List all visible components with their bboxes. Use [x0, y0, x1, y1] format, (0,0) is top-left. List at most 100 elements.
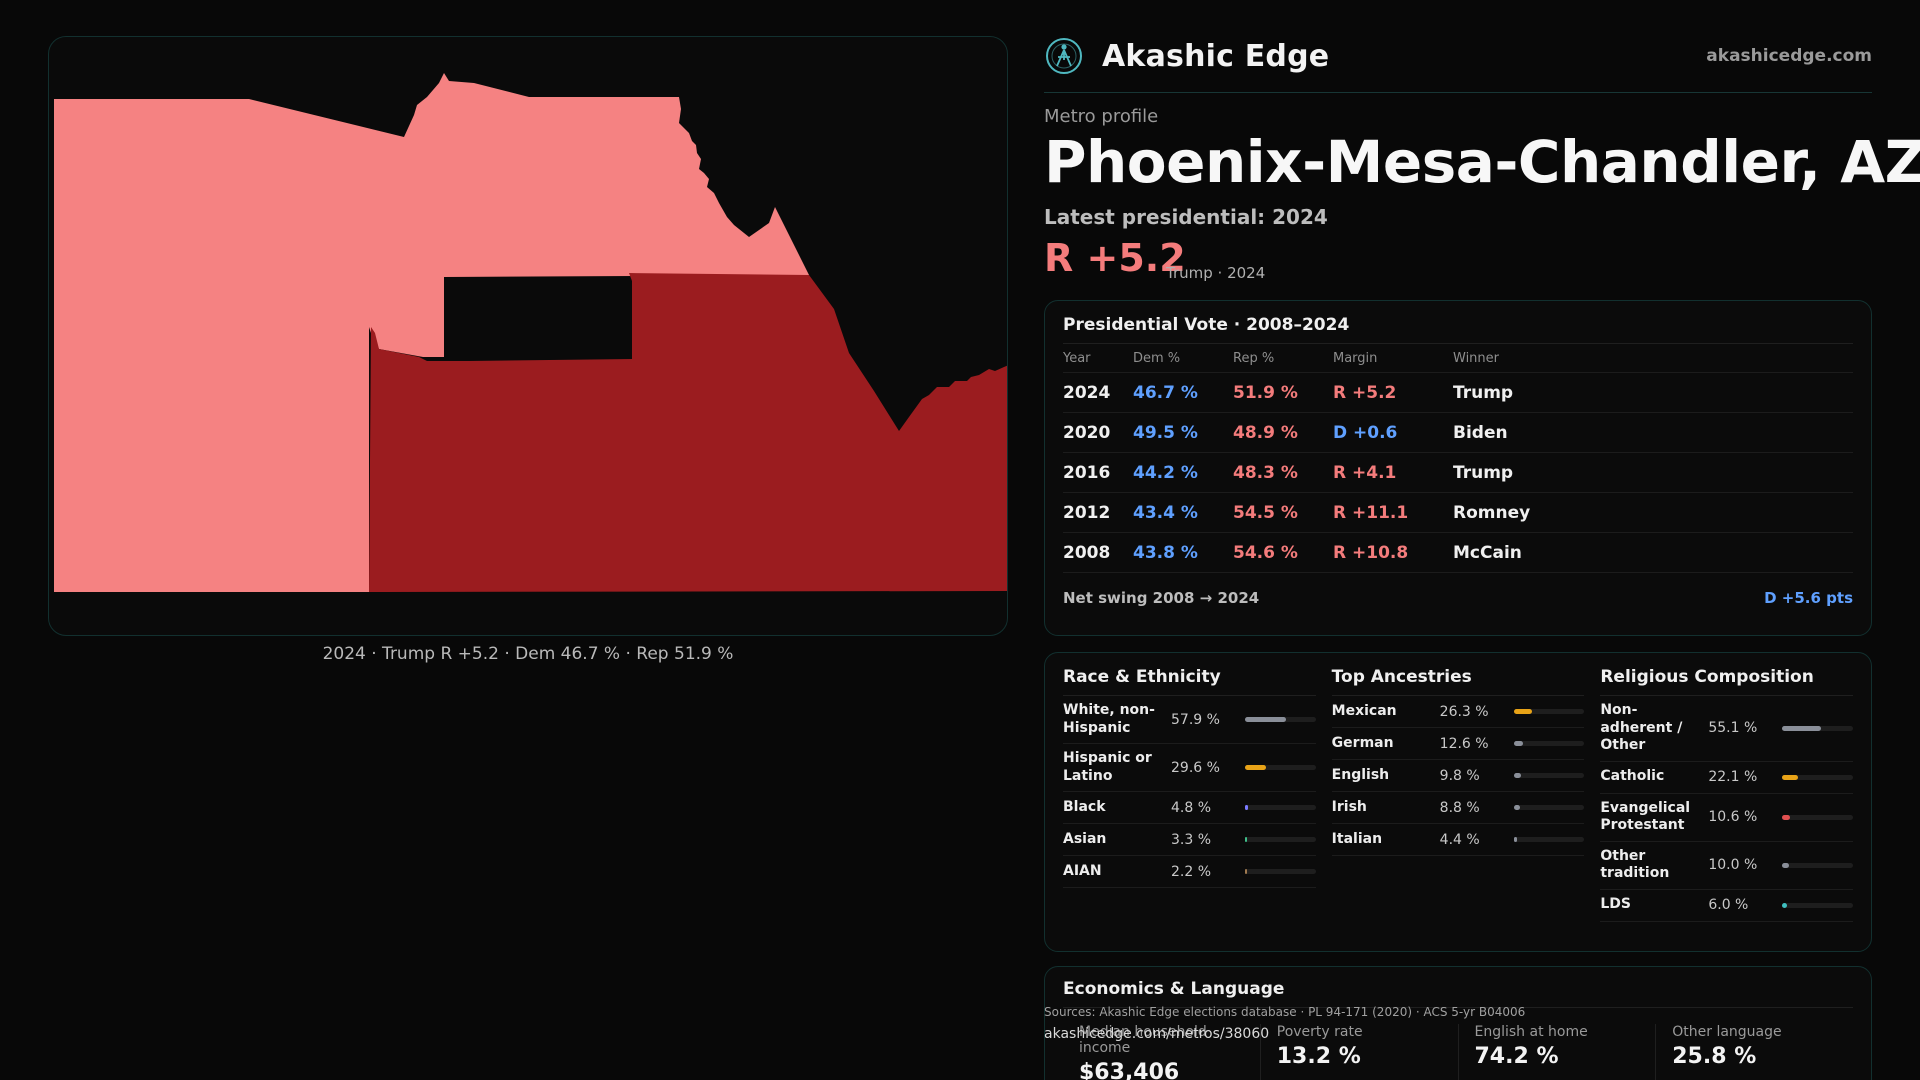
stat-poverty: Poverty rate 13.2 %	[1259, 1024, 1458, 1080]
item-bar-track	[1245, 717, 1316, 722]
item-value: 57.9 %	[1171, 711, 1220, 728]
item-bar-fill	[1245, 805, 1249, 810]
row-winner: McCain	[1453, 532, 1853, 573]
religion-list: Non-adherent / Other 55.1 % Catholic 22.1 %…	[1600, 696, 1854, 922]
item-bar-track	[1245, 805, 1316, 810]
item-bar-track	[1782, 814, 1854, 820]
table-row: 2016 44.2 % 48.3 % R +4.1 Trump	[1063, 452, 1853, 493]
religion-section: Religious Composition Non-adherent / Oth…	[1600, 667, 1854, 937]
brand[interactable]: Akashic Edge	[1044, 36, 1329, 76]
item-label: LDS	[1600, 896, 1631, 913]
demographics-card: Race & Ethnicity White, non-Hispanic 57.9…	[1044, 652, 1872, 952]
county-map[interactable]	[48, 36, 1008, 636]
list-item: Black 4.8 %	[1063, 792, 1316, 824]
row-year: 2012	[1063, 492, 1133, 533]
item-value: 6.0 %	[1708, 897, 1749, 913]
stat-value: 74.2 %	[1474, 1044, 1559, 1069]
item-bar-fill	[1782, 814, 1790, 820]
map-county-pinal[interactable]	[369, 273, 1008, 592]
item-value: 2.2 %	[1171, 863, 1212, 880]
vote-table: Year Dem % Rep % Margin Winner 2024 46.7…	[1063, 344, 1853, 573]
table-row: 2024 46.7 % 51.9 % R +5.2 Trump	[1063, 372, 1853, 413]
ancestries-section: Top Ancestries Mexican 26.3 % German 12.6 %…	[1331, 667, 1585, 937]
row-rep: 48.3 %	[1233, 452, 1333, 493]
item-label: Italian	[1331, 830, 1383, 847]
item-value: 3.3 %	[1171, 831, 1212, 848]
item-value: 29.6 %	[1171, 759, 1220, 776]
list-item: German 12.6 %	[1331, 728, 1585, 760]
item-bar-track	[1513, 773, 1585, 778]
list-item: Catholic 22.1 %	[1600, 762, 1854, 794]
item-bar-track	[1513, 709, 1585, 714]
item-label: Non-adherent / Other	[1600, 702, 1683, 753]
map-svg	[54, 73, 1008, 592]
row-year: 2008	[1063, 532, 1133, 573]
item-bar-track	[1245, 869, 1316, 874]
compass-figure-icon	[1046, 38, 1082, 74]
item-value: 26.3 %	[1439, 703, 1489, 720]
row-rep: 48.9 %	[1233, 412, 1333, 453]
row-year: 2020	[1063, 412, 1133, 453]
stat-label: English at home	[1474, 1024, 1588, 1040]
econ-stats: Median household income $63,406 Poverty …	[1063, 1024, 1853, 1080]
list-item: Hispanic or Latino 29.6 %	[1063, 744, 1316, 792]
item-value: 10.6 %	[1708, 809, 1758, 825]
list-item: Mexican 26.3 %	[1331, 696, 1585, 728]
item-bar-fill	[1513, 805, 1520, 810]
row-rep: 54.5 %	[1233, 492, 1333, 533]
item-label: AIAN	[1063, 862, 1102, 879]
item-label: Mexican	[1331, 702, 1397, 719]
col-year: Year	[1063, 344, 1133, 373]
list-item: White, non-Hispanic 57.9 %	[1063, 696, 1316, 744]
ancestry-title: Top Ancestries	[1331, 667, 1585, 696]
col-rep: Rep %	[1233, 344, 1333, 373]
item-label: Asian	[1063, 830, 1107, 847]
item-bar-track	[1782, 725, 1854, 731]
item-bar-track	[1245, 837, 1316, 842]
item-value: 4.4 %	[1439, 831, 1480, 848]
row-rep: 54.6 %	[1233, 532, 1333, 573]
list-item: English 9.8 %	[1331, 760, 1585, 792]
row-rep: 51.9 %	[1233, 372, 1333, 413]
item-label: Irish	[1331, 798, 1367, 815]
stat-label: Median household income	[1079, 1024, 1207, 1056]
row-year: 2024	[1063, 372, 1133, 413]
list-item: AIAN 2.2 %	[1063, 856, 1316, 888]
row-dem: 43.4 %	[1133, 492, 1233, 533]
row-winner: Biden	[1453, 412, 1853, 453]
item-value: 9.8 %	[1439, 767, 1480, 784]
brand-url-link[interactable]: akashicedge.com	[1706, 46, 1872, 66]
item-value: 22.1 %	[1708, 769, 1758, 785]
item-label: Black	[1063, 798, 1106, 815]
item-bar-fill	[1245, 717, 1286, 722]
latest-margin: R +5.2	[1044, 236, 1186, 280]
row-winner: Trump	[1453, 452, 1853, 493]
row-winner: Trump	[1453, 372, 1853, 413]
footer-url-link[interactable]: akashicedge.com/metros/38060	[1044, 1026, 1270, 1042]
item-value: 12.6 %	[1439, 735, 1489, 752]
stat-label: Poverty rate	[1276, 1024, 1363, 1040]
map-county-maricopa[interactable]	[54, 73, 809, 592]
item-bar-fill	[1782, 902, 1787, 908]
latest-presidential-label: Latest presidential: 2024	[1044, 205, 1328, 229]
item-bar-fill	[1513, 741, 1523, 746]
item-bar-fill	[1782, 862, 1790, 868]
ancestry-list: Mexican 26.3 % German 12.6 % English 9.8 % Iri…	[1331, 696, 1585, 856]
list-item: Asian 3.3 %	[1063, 824, 1316, 856]
page-title: Phoenix-Mesa-Chandler, AZ	[1044, 128, 1920, 196]
table-row: 2012 43.4 % 54.5 % R +11.1 Romney	[1063, 492, 1853, 533]
race-list: White, non-Hispanic 57.9 % Hispanic or Lat…	[1063, 696, 1316, 888]
row-dem: 44.2 %	[1133, 452, 1233, 493]
item-bar-track	[1245, 765, 1316, 770]
item-label: English	[1331, 766, 1390, 783]
stat-value: 25.8 %	[1672, 1044, 1757, 1069]
item-bar-track	[1782, 774, 1854, 780]
col-margin: Margin	[1333, 344, 1453, 373]
row-dem: 43.8 %	[1133, 532, 1233, 573]
item-label: White, non-Hispanic	[1063, 702, 1155, 736]
race-ethnicity-section: Race & Ethnicity White, non-Hispanic 57.9…	[1063, 667, 1316, 937]
item-bar-fill	[1513, 709, 1533, 714]
list-item: Irish 8.8 %	[1331, 792, 1585, 824]
item-bar-track	[1513, 741, 1585, 746]
item-value: 10.0 %	[1708, 857, 1758, 873]
